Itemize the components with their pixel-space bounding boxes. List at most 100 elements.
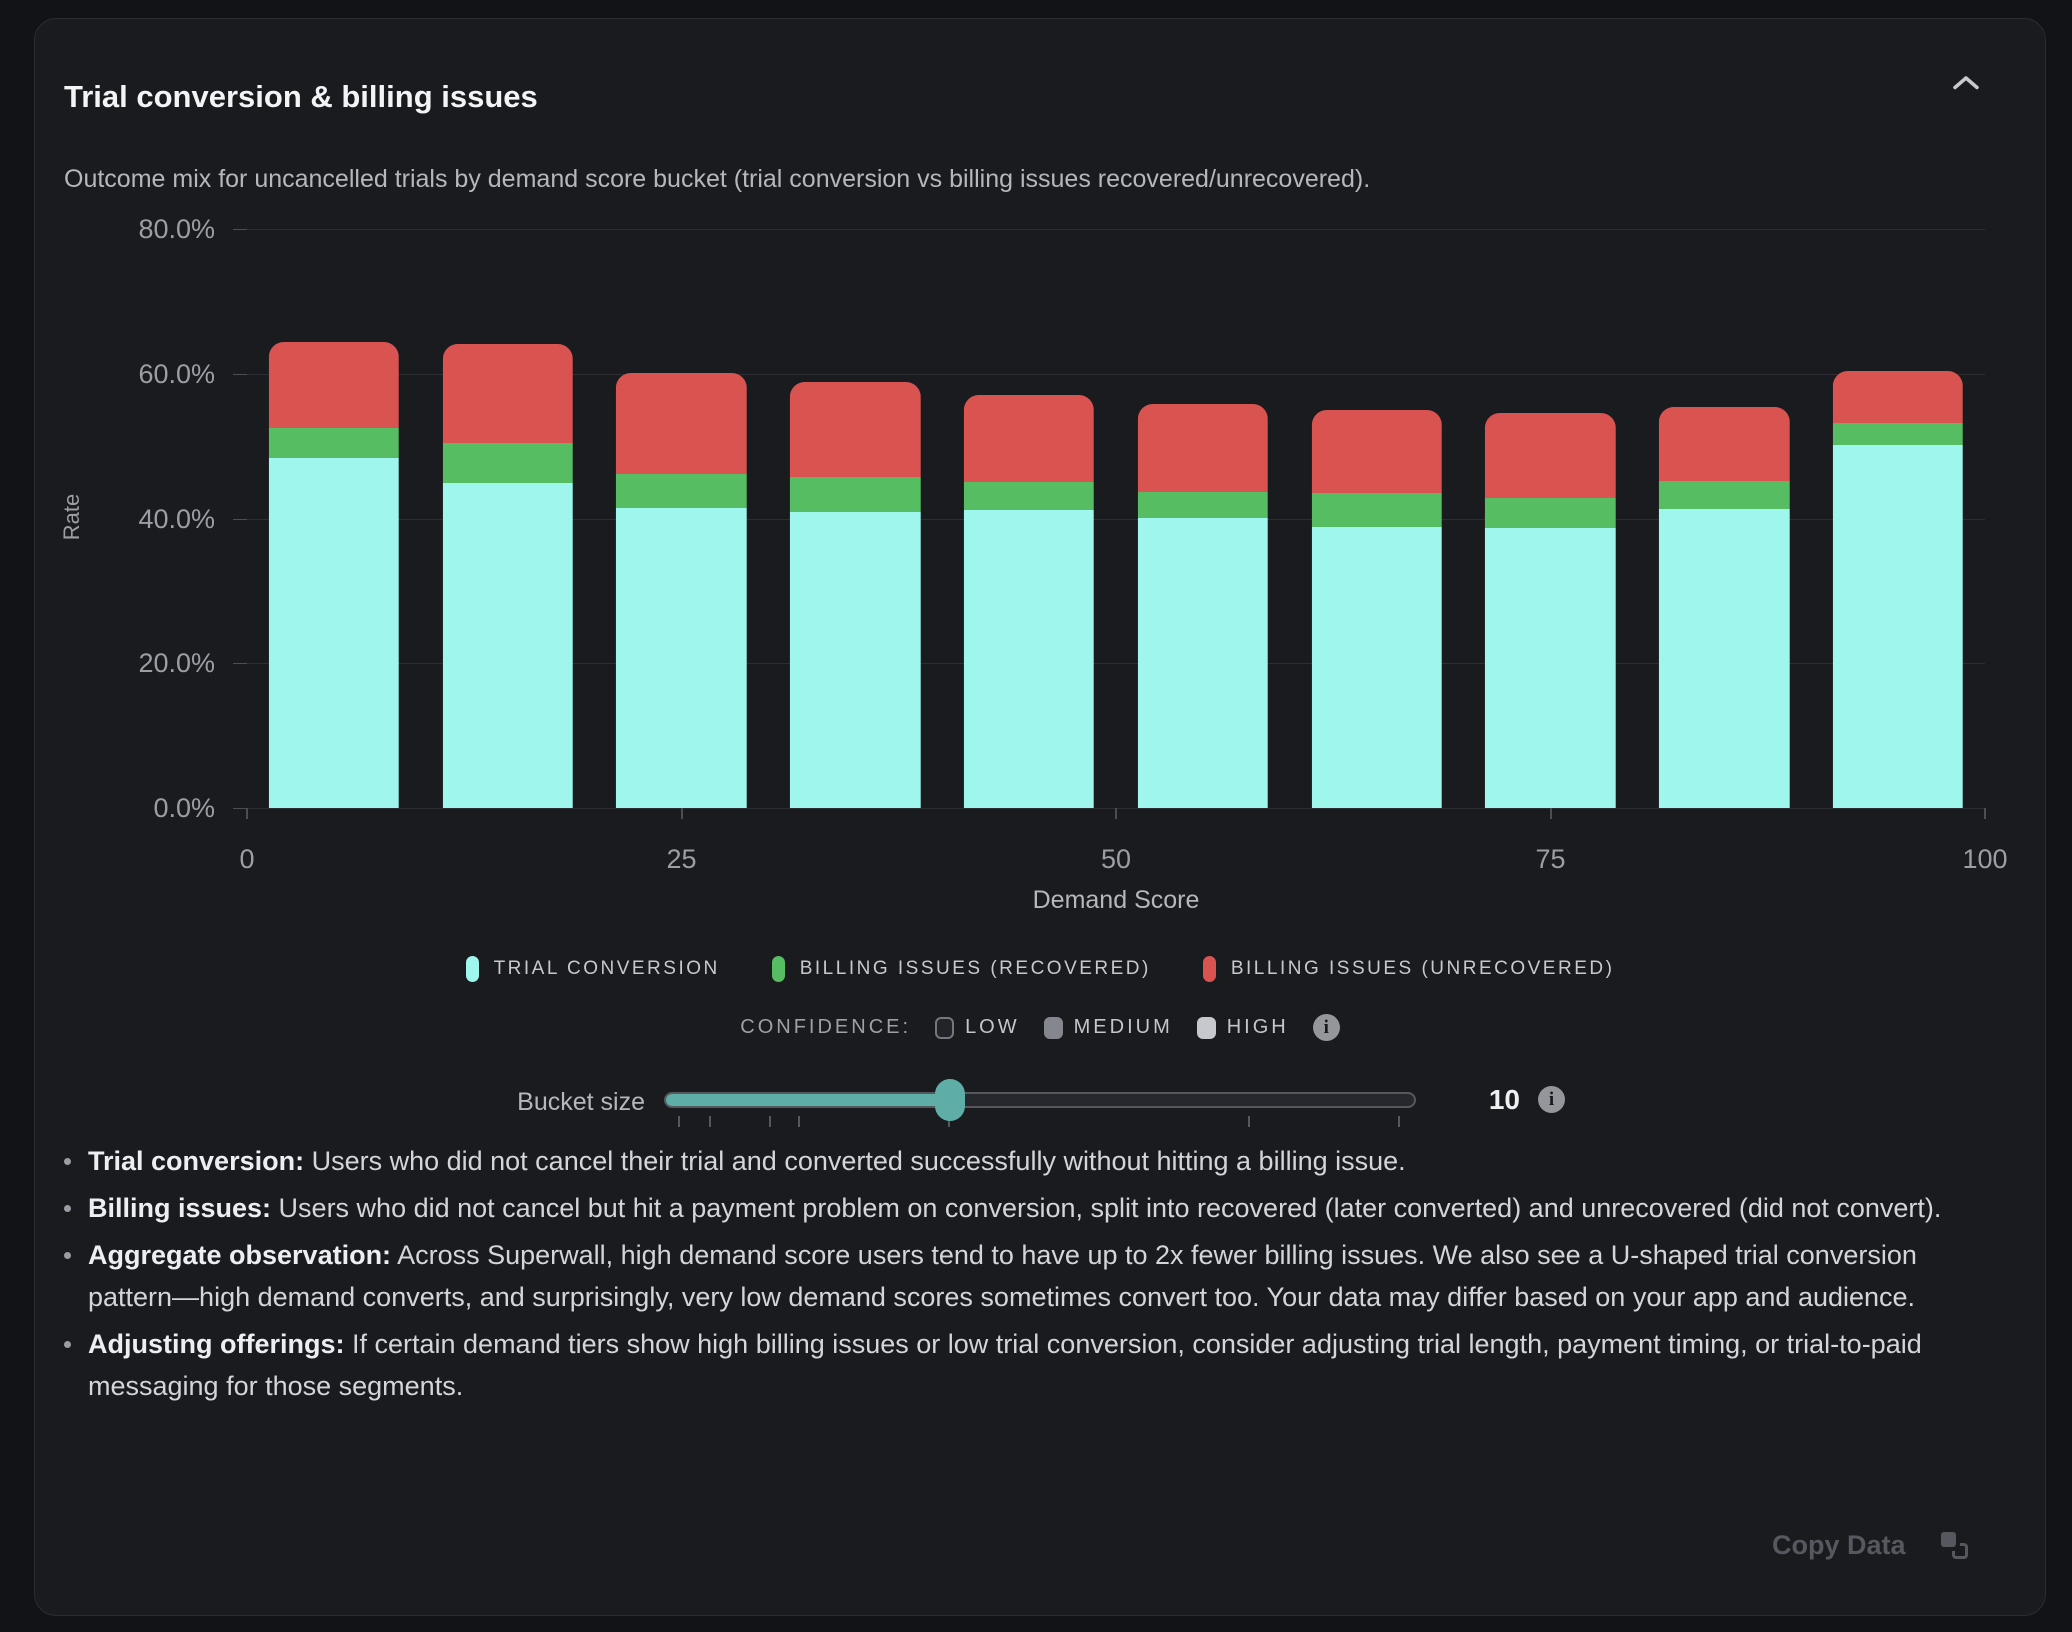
- y-axis-tick: [233, 373, 247, 375]
- confidence-options: LOW MEDIUM HIGH: [935, 1016, 1289, 1039]
- segment-billing-issues-recovered-: [268, 428, 400, 459]
- segment-billing-issues-unrecovered-: [1485, 412, 1616, 499]
- legend-item-label: TRIAL CONVERSION: [493, 958, 720, 979]
- y-axis-tick: [233, 808, 247, 809]
- copy-icon: [1940, 1532, 1968, 1559]
- legend-item[interactable]: BILLING ISSUES (RECOVERED): [771, 956, 1151, 982]
- checkbox-low-icon: [935, 1016, 955, 1039]
- bar-column: [768, 229, 942, 808]
- x-axis-tick-label: 50: [1100, 844, 1132, 874]
- checkbox-medium-icon: [1043, 1016, 1063, 1039]
- segment-billing-issues-recovered-: [1137, 492, 1269, 519]
- segment-trial-conversion: [268, 458, 400, 808]
- bar-bucket-40–50[interactable]: [963, 395, 1095, 808]
- gridline: [247, 229, 1985, 230]
- bar-column: [942, 229, 1116, 808]
- slider-tick: [708, 1116, 711, 1127]
- segment-trial-conversion: [442, 483, 573, 808]
- segment-trial-conversion: [1659, 509, 1790, 808]
- note-item: Aggregate observation: Across Superwall,…: [64, 1234, 1990, 1318]
- bucket-size-value: 10: [1488, 1084, 1520, 1115]
- bar-column: [1464, 229, 1638, 808]
- confidence-info-icon[interactable]: i: [1312, 1014, 1340, 1041]
- notes-list: Trial conversion: Users who did not canc…: [64, 1140, 1990, 1412]
- x-axis-tick-label: 25: [666, 844, 697, 874]
- legend-item-label: BILLING ISSUES (RECOVERED): [799, 958, 1151, 979]
- bar-bucket-20–30[interactable]: [616, 373, 747, 808]
- x-axis-tick-label: 0: [239, 844, 255, 874]
- x-axis-tick: [1115, 808, 1117, 819]
- confidence-option-high[interactable]: HIGH: [1196, 1016, 1289, 1039]
- note-text: Aggregate observation: Across Superwall,…: [88, 1240, 1917, 1312]
- segment-trial-conversion: [1832, 445, 1964, 808]
- bullet-icon: [64, 1158, 71, 1165]
- segment-billing-issues-unrecovered-: [1311, 409, 1442, 494]
- bar-bucket-30–40[interactable]: [790, 382, 921, 808]
- bars-area: [247, 229, 1985, 808]
- slider-tick: [1248, 1116, 1251, 1127]
- segment-trial-conversion: [1485, 527, 1616, 808]
- segment-trial-conversion: [963, 509, 1095, 808]
- confidence-filter-row: CONFIDENCE: LOW MEDIUM HIGH i: [34, 1014, 2046, 1041]
- bar-bucket-70–80[interactable]: [1485, 412, 1616, 808]
- bar-bucket-80–90[interactable]: [1659, 407, 1790, 808]
- confidence-option-label: LOW: [965, 1016, 1020, 1038]
- card-title: Trial conversion & billing issues: [64, 78, 538, 114]
- bar-bucket-0–10[interactable]: [268, 341, 400, 808]
- bar-bucket-90–100[interactable]: [1832, 370, 1964, 808]
- legend-marker-icon: [465, 956, 479, 982]
- segment-billing-issues-recovered-: [1311, 493, 1442, 528]
- y-axis-tick: [233, 663, 247, 665]
- bar-column: [595, 229, 769, 808]
- legend-item[interactable]: TRIAL CONVERSION: [465, 956, 720, 982]
- bucket-size-slider[interactable]: [664, 1079, 1416, 1121]
- slider-fill: [666, 1094, 951, 1106]
- bar-column: [1116, 229, 1290, 808]
- checkbox-high-icon: [1196, 1016, 1216, 1039]
- note-item: Trial conversion: Users who did not canc…: [64, 1140, 1990, 1182]
- x-axis-title: Demand Score: [1032, 886, 1200, 914]
- confidence-option-medium[interactable]: MEDIUM: [1043, 1016, 1173, 1039]
- note-text: Trial conversion: Users who did not canc…: [88, 1146, 1406, 1176]
- x-axis-tick: [1984, 808, 1986, 819]
- segment-trial-conversion: [616, 507, 747, 808]
- gridline: [247, 663, 1985, 665]
- confidence-option-label: HIGH: [1226, 1016, 1289, 1038]
- bar-column: [421, 229, 595, 808]
- confidence-option-label: MEDIUM: [1073, 1016, 1173, 1038]
- collapse-button[interactable]: [1938, 64, 1994, 104]
- y-axis-tick-label: 40.0%: [138, 503, 215, 534]
- legend-item[interactable]: BILLING ISSUES (UNRECOVERED): [1202, 956, 1615, 982]
- note-item: Billing issues: Users who did not cancel…: [64, 1187, 1990, 1229]
- note-text: Billing issues: Users who did not cancel…: [88, 1193, 1942, 1223]
- card-subtitle: Outcome mix for uncancelled trials by de…: [64, 165, 1371, 193]
- slider-tick: [678, 1116, 681, 1127]
- gridline: [247, 518, 1985, 520]
- segment-billing-issues-recovered-: [1485, 498, 1616, 528]
- bar-column: [1637, 229, 1811, 808]
- slider-thumb-handle[interactable]: [935, 1079, 966, 1121]
- bucket-size-info-icon[interactable]: i: [1538, 1086, 1565, 1113]
- confidence-option-low[interactable]: LOW: [935, 1016, 1020, 1039]
- bar-column: [1811, 229, 1985, 808]
- bar-bucket-50–60[interactable]: [1137, 404, 1269, 808]
- chevron-up-icon: [1952, 74, 1980, 95]
- copy-data-button[interactable]: Copy Data: [1772, 1530, 1968, 1561]
- bar-bucket-60–70[interactable]: [1311, 409, 1442, 808]
- segment-billing-issues-unrecovered-: [963, 395, 1095, 483]
- segment-billing-issues-unrecovered-: [616, 373, 747, 475]
- bar-bucket-10–20[interactable]: [442, 344, 573, 808]
- chart-legend: TRIAL CONVERSION BILLING ISSUES (RECOVERE…: [34, 956, 2046, 982]
- gridline: [247, 373, 1985, 375]
- y-axis-tick-label: 80.0%: [138, 214, 215, 244]
- segment-trial-conversion: [1311, 527, 1442, 808]
- y-axis-tick: [233, 518, 247, 520]
- segment-billing-issues-recovered-: [616, 474, 747, 508]
- segment-billing-issues-unrecovered-: [790, 382, 921, 478]
- y-axis-tick-label: 0.0%: [153, 793, 215, 823]
- segment-billing-issues-unrecovered-: [442, 344, 573, 444]
- segment-trial-conversion: [1137, 518, 1269, 808]
- segment-billing-issues-recovered-: [1832, 422, 1964, 446]
- bar-column: [247, 229, 421, 808]
- legend-item-label: BILLING ISSUES (UNRECOVERED): [1230, 958, 1615, 979]
